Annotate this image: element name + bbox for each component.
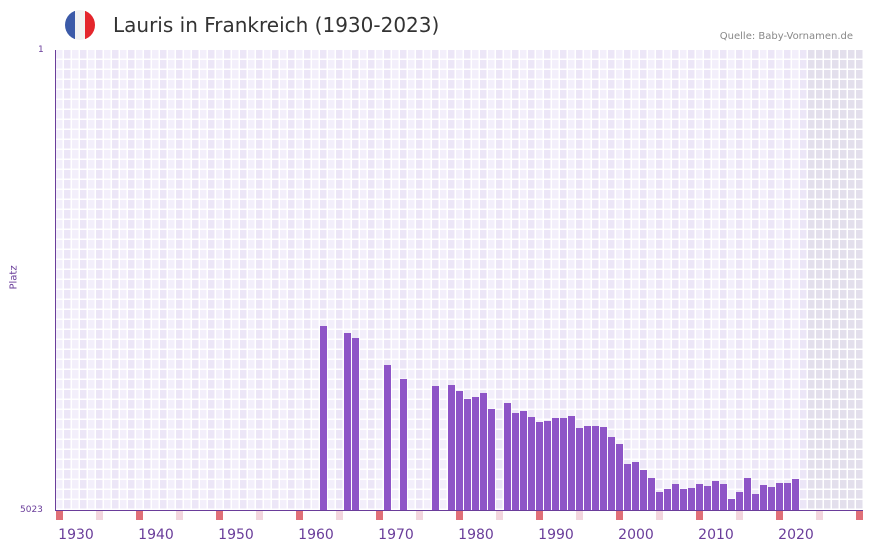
chart-title: Lauris in Frankreich (1930-2023) bbox=[113, 13, 440, 37]
x-tick-1950: 1950 bbox=[218, 527, 254, 543]
bar-1992[interactable] bbox=[568, 415, 575, 510]
bar-2010[interactable] bbox=[712, 480, 719, 510]
year-marker bbox=[816, 511, 823, 520]
bar-2002[interactable] bbox=[648, 477, 655, 510]
bar-1980[interactable] bbox=[472, 396, 479, 510]
bar-2003[interactable] bbox=[656, 491, 663, 510]
bar-1978[interactable] bbox=[456, 390, 463, 510]
year-marker bbox=[376, 511, 383, 520]
year-marker bbox=[96, 511, 103, 520]
year-marker bbox=[456, 511, 463, 520]
year-marker bbox=[296, 511, 303, 520]
bar-1969[interactable] bbox=[384, 364, 391, 510]
x-tick-1990: 1990 bbox=[538, 527, 574, 543]
x-tick-1970: 1970 bbox=[378, 527, 414, 543]
bar-1979[interactable] bbox=[464, 398, 471, 510]
y-tick-bottom: 5023 bbox=[20, 505, 43, 515]
bar-1988[interactable] bbox=[536, 421, 543, 510]
bar-2012[interactable] bbox=[728, 498, 735, 510]
bar-2019[interactable] bbox=[784, 482, 791, 510]
year-marker bbox=[616, 511, 623, 520]
bar-2013[interactable] bbox=[736, 491, 743, 510]
x-tick-1960: 1960 bbox=[298, 527, 334, 543]
year-marker bbox=[656, 511, 663, 520]
bar-2018[interactable] bbox=[776, 482, 783, 510]
bar-2016[interactable] bbox=[760, 484, 767, 510]
flag-white bbox=[75, 10, 85, 40]
bar-1965[interactable] bbox=[352, 337, 359, 510]
bar-2017[interactable] bbox=[768, 486, 775, 510]
bar-2005[interactable] bbox=[672, 483, 679, 510]
bar-1975[interactable] bbox=[432, 385, 439, 510]
year-marker bbox=[736, 511, 743, 520]
bar-2008[interactable] bbox=[696, 483, 703, 510]
x-tick-2000: 2000 bbox=[618, 527, 654, 543]
year-marker bbox=[256, 511, 263, 520]
bar-1977[interactable] bbox=[448, 384, 455, 510]
source-label: Quelle: Baby-Vornamen.de bbox=[719, 31, 853, 42]
flag-red bbox=[85, 10, 95, 40]
bar-2011[interactable] bbox=[720, 483, 727, 510]
year-marker bbox=[776, 511, 783, 520]
y-axis-line bbox=[55, 50, 56, 511]
year-marker bbox=[496, 511, 503, 520]
x-axis-line bbox=[55, 510, 863, 511]
year-marker bbox=[856, 511, 863, 520]
bar-1971[interactable] bbox=[400, 378, 407, 510]
bar-1985[interactable] bbox=[512, 412, 519, 510]
bar-2015[interactable] bbox=[752, 493, 759, 510]
y-axis-title: Platz bbox=[8, 265, 20, 290]
bar-2006[interactable] bbox=[680, 488, 687, 510]
france-flag-icon bbox=[65, 10, 95, 40]
x-tick-1980: 1980 bbox=[458, 527, 494, 543]
x-tick-1940: 1940 bbox=[138, 527, 174, 543]
bar-1961[interactable] bbox=[320, 325, 327, 510]
flag-blue bbox=[65, 10, 75, 40]
bar-1997[interactable] bbox=[608, 436, 615, 510]
bar-2009[interactable] bbox=[704, 485, 711, 510]
bar-1993[interactable] bbox=[576, 427, 583, 510]
bar-2001[interactable] bbox=[640, 469, 647, 510]
bar-1996[interactable] bbox=[600, 426, 607, 510]
bar-1995[interactable] bbox=[592, 425, 599, 510]
bar-1999[interactable] bbox=[624, 463, 631, 510]
bar-1984[interactable] bbox=[504, 402, 511, 510]
year-marker bbox=[576, 511, 583, 520]
bar-2007[interactable] bbox=[688, 487, 695, 510]
year-marker bbox=[176, 511, 183, 520]
bar-1990[interactable] bbox=[552, 417, 559, 510]
bar-1987[interactable] bbox=[528, 416, 535, 510]
year-marker bbox=[336, 511, 343, 520]
year-marker bbox=[56, 511, 63, 520]
x-tick-2010: 2010 bbox=[698, 527, 734, 543]
bar-1982[interactable] bbox=[488, 408, 495, 510]
bar-2000[interactable] bbox=[632, 461, 639, 510]
bar-1981[interactable] bbox=[480, 392, 487, 510]
bar-1991[interactable] bbox=[560, 417, 567, 510]
year-marker bbox=[696, 511, 703, 520]
bar-1989[interactable] bbox=[544, 420, 551, 510]
bar-1986[interactable] bbox=[520, 410, 527, 510]
x-tick-1930: 1930 bbox=[58, 527, 94, 543]
bar-1994[interactable] bbox=[584, 425, 591, 510]
bar-2020[interactable] bbox=[792, 478, 799, 510]
bar-2004[interactable] bbox=[664, 488, 671, 510]
year-marker bbox=[136, 511, 143, 520]
bar-1964[interactable] bbox=[344, 332, 351, 510]
year-marker bbox=[416, 511, 423, 520]
x-tick-2020: 2020 bbox=[778, 527, 814, 543]
year-marker bbox=[536, 511, 543, 520]
y-tick-top: 1 bbox=[38, 45, 44, 55]
year-marker bbox=[216, 511, 223, 520]
bar-2014[interactable] bbox=[744, 477, 751, 510]
plot-grid bbox=[56, 50, 863, 509]
bar-1998[interactable] bbox=[616, 443, 623, 510]
